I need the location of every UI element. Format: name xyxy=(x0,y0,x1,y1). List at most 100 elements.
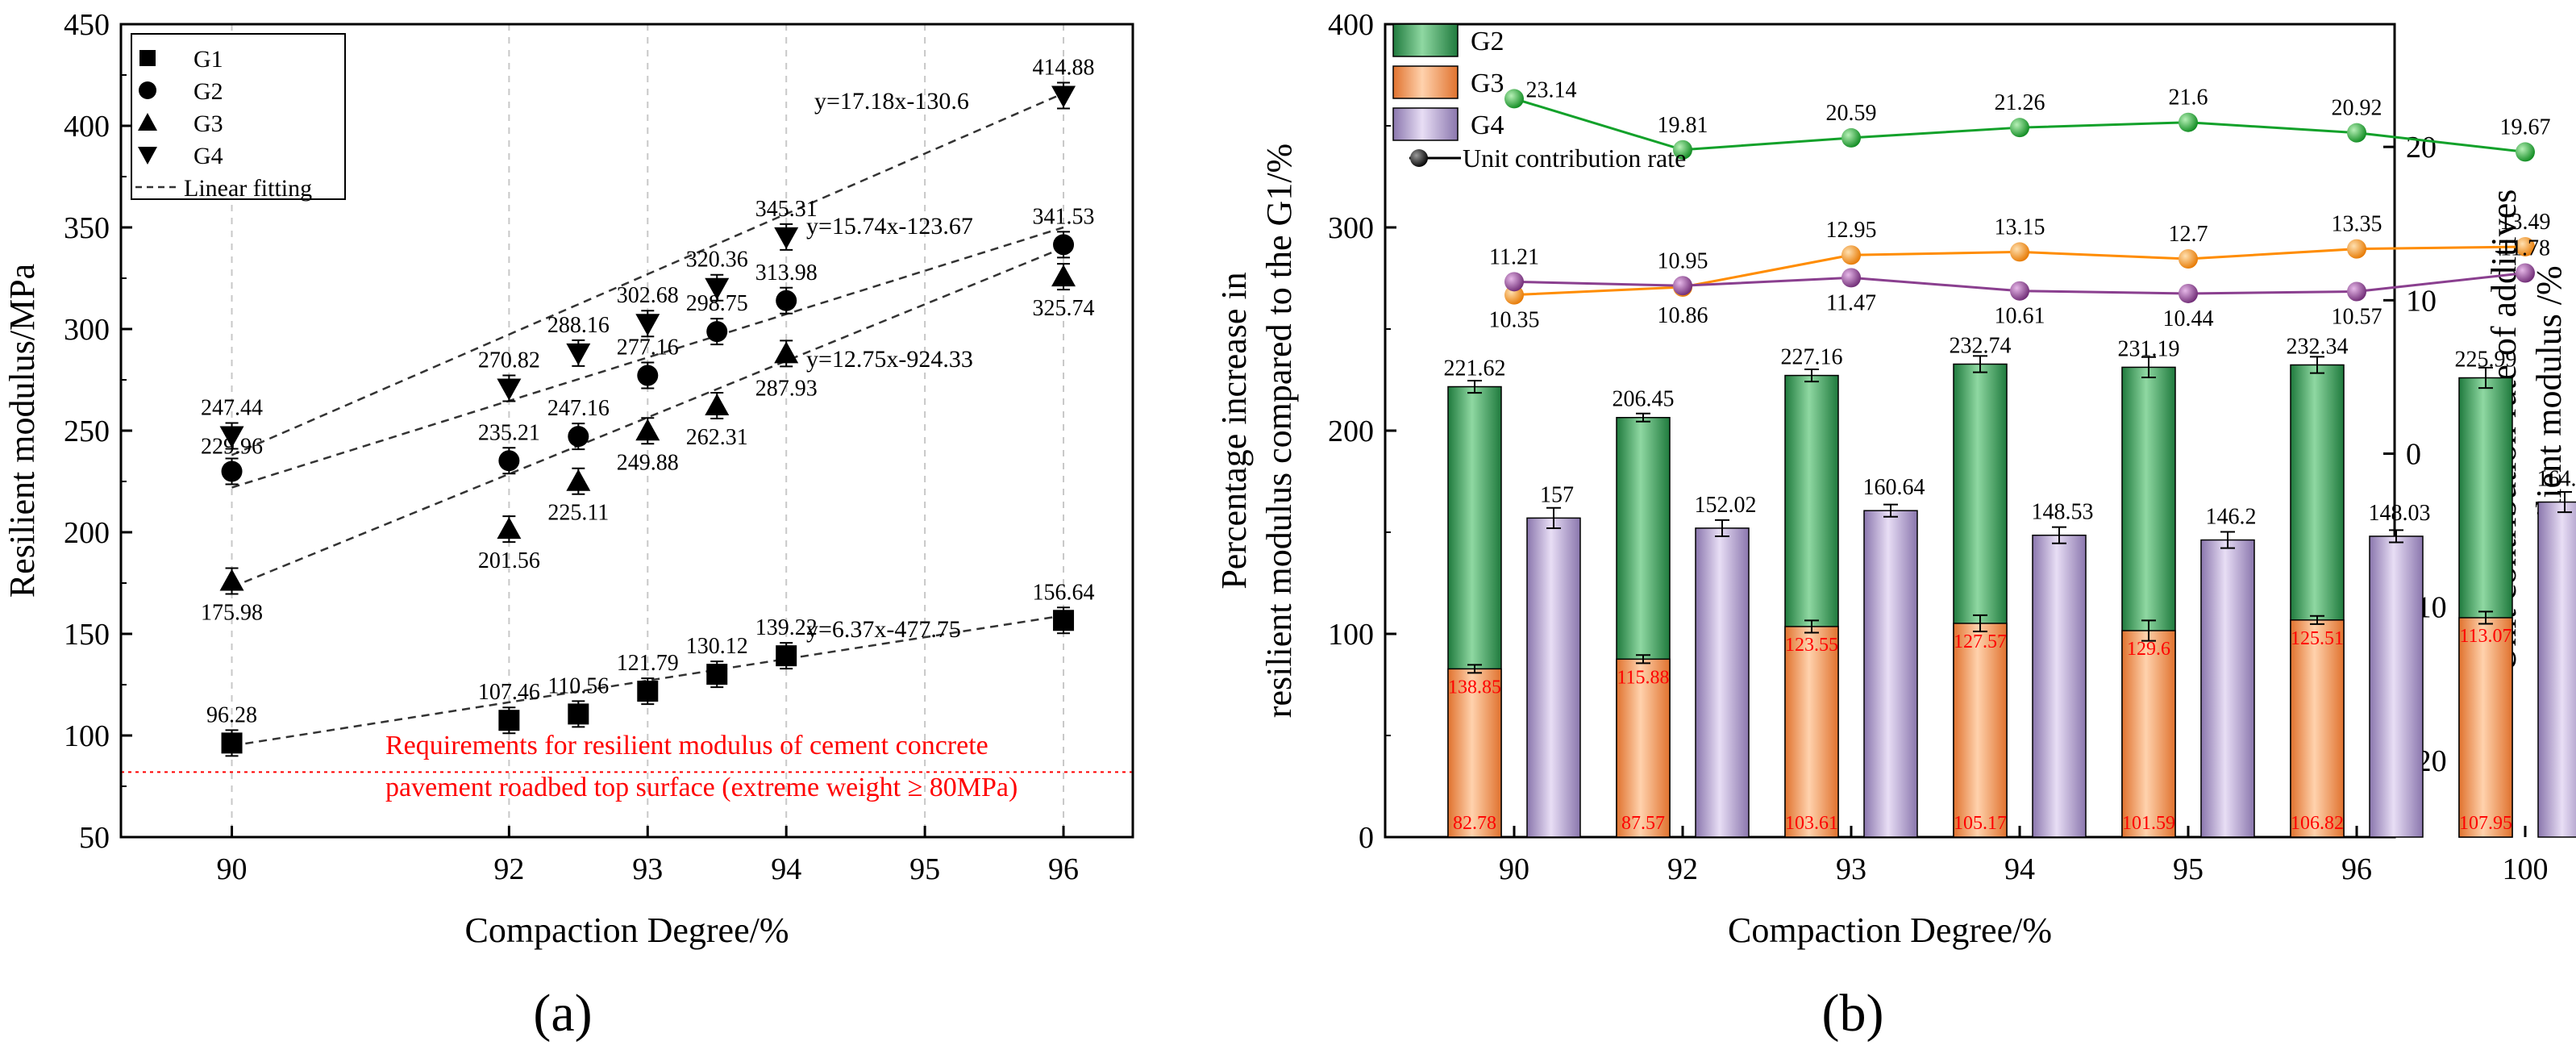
rate-label-g2: 19.67 xyxy=(2500,115,2551,140)
legend-marker-g1 xyxy=(139,50,156,66)
legend-label: Linear fitting xyxy=(184,175,312,202)
y2-tick-label: 20 xyxy=(2406,131,2437,165)
fit-equation-g1: y=6.37x-477.75 xyxy=(806,616,961,643)
rate-label-g4: 11.21 xyxy=(1489,244,1539,269)
y-tick-label: 100 xyxy=(64,719,110,753)
legend-swatch-g3 xyxy=(1392,65,1459,99)
data-point-g1 xyxy=(568,703,589,725)
bar-label-g2: 231.19 xyxy=(2118,336,2180,361)
bar-g3 xyxy=(2458,617,2513,838)
y-tick-label: 350 xyxy=(64,211,110,245)
rate-label-g3: 13.49 xyxy=(2500,210,2551,235)
rate-label-g4: 10.61 xyxy=(1995,304,2045,329)
bar-g3 xyxy=(1953,623,2008,838)
data-label-g1: 110.56 xyxy=(547,673,609,698)
data-point-g2 xyxy=(568,426,589,448)
x-tick-label: 90 xyxy=(1499,852,1529,886)
legend-marker-unit-contribution-rate xyxy=(1410,149,1428,167)
x-axis-label: Compaction Degree/% xyxy=(1728,910,2052,950)
data-label-g1: 139.22 xyxy=(755,615,818,640)
bar-label-g3: 103.61 xyxy=(1785,813,1838,834)
bar-label-g3-top: 138.85 xyxy=(1448,677,1501,698)
rate-label-g2: 21.26 xyxy=(1995,90,2045,115)
data-point-g3 xyxy=(219,569,244,591)
legend-label: G2 xyxy=(1471,27,1504,56)
bar-label-g2: 225.99 xyxy=(2455,348,2517,373)
rate-point-g4 xyxy=(2010,281,2029,301)
data-label-g4: 414.88 xyxy=(1033,56,1095,81)
rate-point-g4 xyxy=(2179,283,2198,303)
data-point-g4 xyxy=(705,277,730,300)
legend-label: G4 xyxy=(1471,110,1504,140)
rate-label-g3: 10.86 xyxy=(1658,303,1708,328)
bar-label-g3: 107.95 xyxy=(2459,813,2512,834)
y-tick-label: 450 xyxy=(64,8,110,42)
data-point-g1 xyxy=(498,710,520,731)
data-point-g1 xyxy=(706,664,728,685)
legend: G1 G2 G3 G4 Linear fitting xyxy=(131,33,346,202)
data-label-g4: 247.44 xyxy=(201,395,263,420)
x-tick-label: 92 xyxy=(493,852,524,886)
data-point-g1 xyxy=(776,645,797,667)
x-tick-label: 100 xyxy=(2503,852,2549,886)
y-tick-label: 400 xyxy=(1328,8,1374,42)
x-axis-label: Compaction Degree/% xyxy=(465,910,789,950)
rate-label-g3: 12.7 xyxy=(2169,222,2208,247)
data-label-g2: 235.21 xyxy=(478,420,540,445)
legend-box xyxy=(131,33,346,200)
legend-label: Unit contribution rate xyxy=(1463,144,1686,173)
data-label-g4: 288.16 xyxy=(547,313,610,338)
bar-label-g4: 164.86 xyxy=(2537,467,2576,492)
rate-label-g4: 11.78 xyxy=(2500,235,2550,260)
data-label-g3: 225.11 xyxy=(547,501,609,526)
requirement-text: Requirements for resilient modulus of ce… xyxy=(385,731,988,760)
rate-label-g3: 12.95 xyxy=(1826,218,1877,243)
rate-label-g4: 10.57 xyxy=(2332,304,2382,329)
y-tick-label: 200 xyxy=(1328,415,1374,448)
bar-g3 xyxy=(1784,626,1839,838)
rate-point-g2 xyxy=(1673,140,1692,160)
bar-label-g2: 221.62 xyxy=(1444,356,1506,381)
bar-label-g3: 106.82 xyxy=(2291,813,2344,834)
data-point-g3 xyxy=(705,393,730,415)
legend-swatch-g2 xyxy=(1392,23,1459,57)
bar-label-g3-top: 115.88 xyxy=(1617,667,1669,688)
rate-point-g4 xyxy=(2516,263,2535,283)
bar-label-g3-top: 113.07 xyxy=(2459,626,2511,647)
rate-point-g3 xyxy=(1841,245,1861,265)
rate-label-g2: 19.81 xyxy=(1658,113,1708,138)
rate-point-g2 xyxy=(2010,118,2029,138)
data-point-g1 xyxy=(221,732,243,754)
y2-tick-label: 0 xyxy=(2406,438,2421,472)
rate-point-g3 xyxy=(2179,248,2198,269)
bar-label-g4: 157 xyxy=(1540,482,1574,507)
data-point-g3 xyxy=(1051,265,1076,287)
bar-label-g4: 152.02 xyxy=(1695,493,1757,518)
data-label-g1: 96.28 xyxy=(206,702,257,727)
data-point-g2 xyxy=(1053,234,1075,256)
data-label-g4: 302.68 xyxy=(617,283,679,308)
bar-label-g4: 148.53 xyxy=(2032,500,2094,525)
data-point-g3 xyxy=(635,419,660,441)
data-label-g2: 313.98 xyxy=(755,260,818,285)
data-label-g4: 345.31 xyxy=(755,197,818,222)
bar-label-g2: 232.34 xyxy=(2287,335,2349,360)
x-tick-label: 96 xyxy=(1048,852,1079,886)
data-point-g4 xyxy=(635,314,660,336)
data-point-g4 xyxy=(497,378,522,401)
rate-point-g2 xyxy=(1841,127,1861,148)
bar-label-g4: 148.03 xyxy=(2369,501,2431,526)
y-axis-label: Resilient modulus/MPa xyxy=(2,264,42,598)
legend-marker-g4 xyxy=(138,147,157,165)
data-label-g4: 320.36 xyxy=(686,248,748,273)
rate-label-g2: 20.59 xyxy=(1826,101,1877,126)
x-tick-label: 96 xyxy=(2341,852,2372,886)
legend-marker-g2 xyxy=(139,81,156,99)
data-label-g2: 247.16 xyxy=(547,396,610,421)
data-label-g3: 325.74 xyxy=(1033,296,1095,321)
data-point-g3 xyxy=(774,341,799,364)
bar-g4 xyxy=(2032,534,2087,838)
x-tick-label: 94 xyxy=(2004,852,2035,886)
rate-label-g2: 21.6 xyxy=(2169,85,2208,110)
rate-point-g3 xyxy=(2516,236,2535,256)
